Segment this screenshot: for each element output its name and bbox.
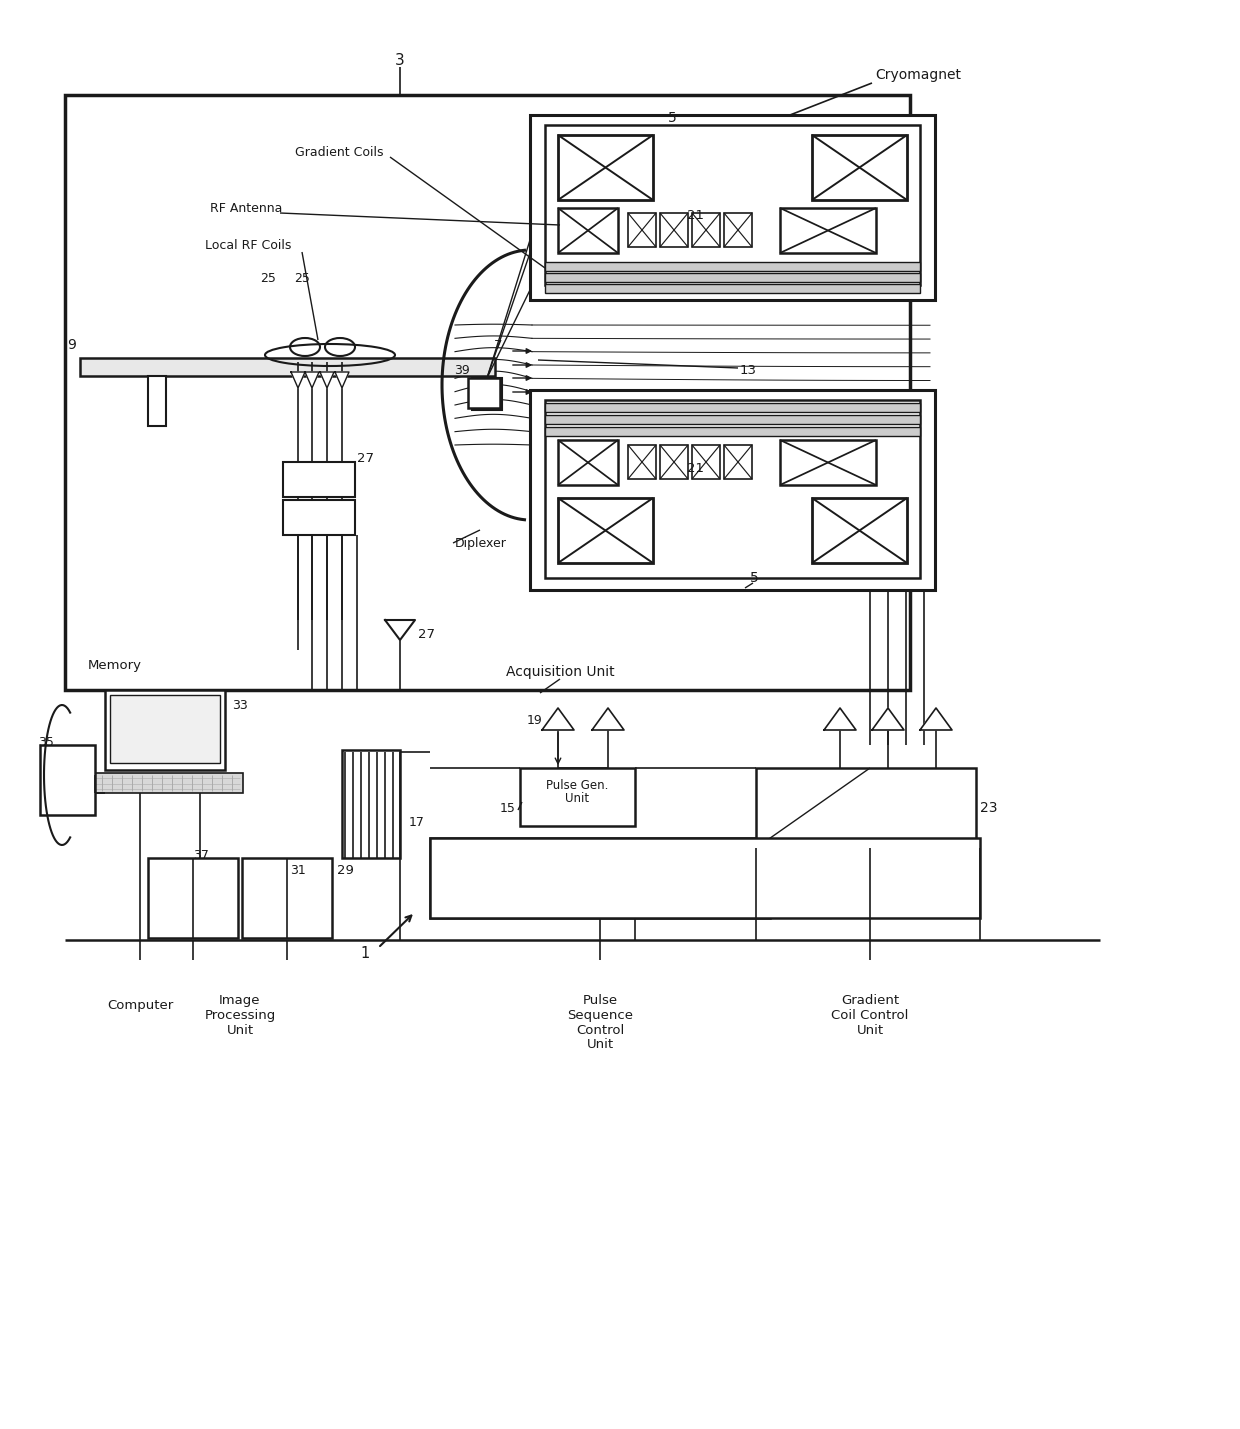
Bar	[242, 857, 332, 937]
Bar	[558, 209, 618, 253]
Bar	[546, 414, 920, 424]
Bar	[342, 750, 401, 857]
Text: RF Antenna: RF Antenna	[210, 201, 283, 214]
Text: Unit: Unit	[587, 1039, 614, 1052]
Text: 25: 25	[260, 272, 277, 284]
Polygon shape	[920, 707, 952, 730]
Text: Cryomagnet: Cryomagnet	[875, 69, 961, 81]
Bar	[546, 262, 920, 272]
Bar	[724, 213, 751, 247]
Text: Pulse: Pulse	[583, 993, 618, 1006]
Text: Coil Control: Coil Control	[831, 1009, 909, 1022]
Text: 3: 3	[396, 53, 405, 67]
Text: Acquisition Unit: Acquisition Unit	[506, 664, 614, 679]
Bar	[148, 376, 166, 426]
Bar	[81, 359, 495, 376]
Text: Sequence: Sequence	[567, 1009, 632, 1022]
Text: Control: Control	[575, 1023, 624, 1036]
Text: Gradient: Gradient	[841, 993, 899, 1006]
Text: Unit: Unit	[565, 792, 589, 805]
Text: 7: 7	[494, 339, 502, 352]
Polygon shape	[291, 372, 305, 389]
Bar	[627, 213, 656, 247]
Text: 9: 9	[67, 339, 77, 352]
Bar	[812, 134, 906, 200]
Bar	[558, 440, 618, 484]
Bar	[780, 209, 875, 253]
Bar	[283, 500, 355, 534]
Polygon shape	[305, 372, 319, 389]
Bar	[467, 379, 500, 409]
Text: 1: 1	[361, 946, 370, 960]
Bar	[660, 213, 688, 247]
Bar	[692, 213, 720, 247]
Bar	[529, 390, 935, 590]
Text: 21: 21	[687, 462, 703, 474]
Bar	[558, 134, 653, 200]
Text: 37: 37	[193, 849, 208, 862]
Bar	[110, 694, 219, 763]
Bar	[472, 379, 502, 410]
Text: Local RF Coils: Local RF Coils	[205, 239, 291, 252]
Text: 33: 33	[232, 699, 248, 712]
Text: Processing: Processing	[205, 1009, 275, 1022]
Text: 15: 15	[500, 802, 516, 815]
Text: Image: Image	[219, 993, 260, 1006]
Text: Pulse Gen.: Pulse Gen.	[546, 779, 608, 792]
Text: 25: 25	[294, 272, 310, 284]
Polygon shape	[542, 707, 574, 730]
Text: Diplexer: Diplexer	[455, 536, 507, 550]
Polygon shape	[320, 372, 334, 389]
Bar	[88, 773, 243, 793]
Polygon shape	[335, 372, 348, 389]
Text: 23: 23	[980, 802, 997, 815]
Bar	[724, 444, 751, 479]
Text: Computer: Computer	[107, 999, 174, 1012]
Bar	[546, 403, 920, 412]
Bar	[756, 767, 976, 847]
Bar	[430, 837, 980, 917]
Text: 31: 31	[290, 863, 306, 876]
Bar	[546, 427, 920, 436]
Bar	[546, 273, 920, 282]
Text: 17: 17	[409, 816, 425, 829]
Bar	[627, 444, 656, 479]
Bar	[148, 857, 238, 937]
Bar	[692, 444, 720, 479]
Text: 39: 39	[454, 363, 470, 376]
Bar	[660, 444, 688, 479]
Text: 5: 5	[668, 111, 677, 124]
Bar	[558, 497, 653, 563]
Polygon shape	[384, 620, 415, 640]
Text: 19: 19	[526, 713, 542, 726]
Bar	[520, 767, 635, 826]
Text: 35: 35	[38, 736, 53, 749]
Polygon shape	[825, 707, 856, 730]
Polygon shape	[591, 707, 624, 730]
Text: Gradient Coils: Gradient Coils	[295, 146, 383, 159]
Bar	[105, 690, 224, 770]
Bar	[812, 497, 906, 563]
Text: 27: 27	[357, 452, 373, 464]
Text: 5: 5	[750, 572, 759, 584]
Text: 21: 21	[687, 209, 703, 221]
Bar	[546, 400, 920, 577]
Text: Unit: Unit	[857, 1023, 884, 1036]
Bar	[40, 745, 95, 815]
Text: Memory: Memory	[88, 659, 143, 672]
Text: 13: 13	[740, 363, 756, 376]
Text: Unit: Unit	[227, 1023, 253, 1036]
Bar	[780, 440, 875, 484]
Polygon shape	[872, 707, 904, 730]
Bar	[546, 124, 920, 284]
Bar	[430, 837, 770, 917]
Bar	[546, 284, 920, 293]
Text: 29: 29	[336, 863, 353, 876]
Bar	[283, 462, 355, 497]
Bar	[529, 114, 935, 300]
Text: 27: 27	[418, 627, 435, 640]
Bar	[64, 94, 910, 690]
